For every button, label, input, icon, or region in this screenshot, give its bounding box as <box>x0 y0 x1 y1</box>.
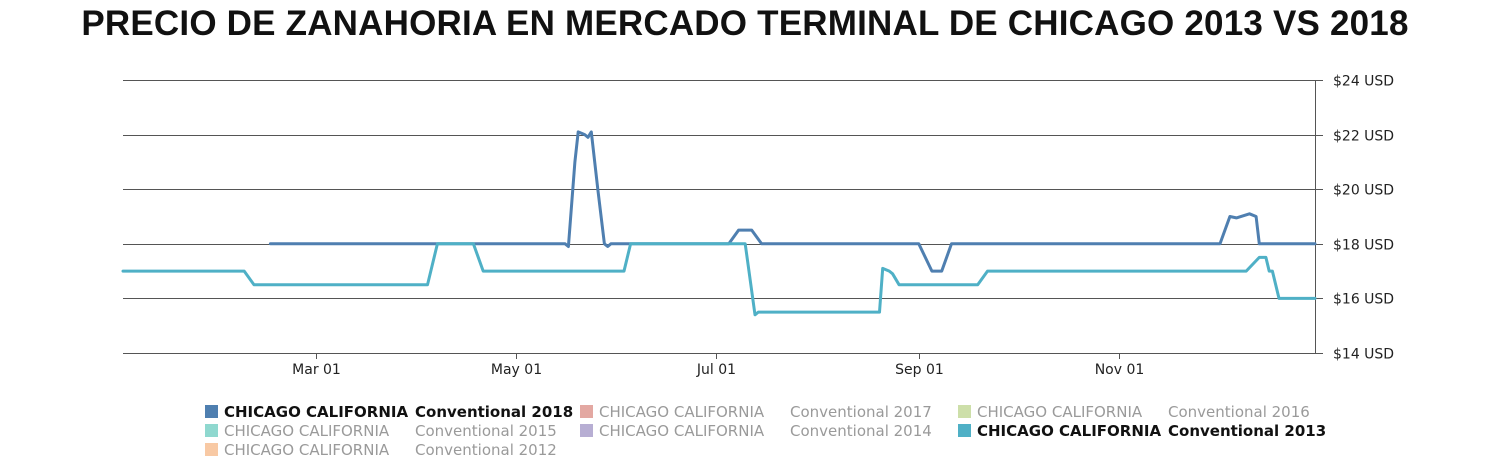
series-line-2013 <box>121 242 1317 317</box>
y-axis: $24 USD $22 USD $20 USD $18 USD $16 USD $14 U… <box>1315 74 1394 363</box>
y-tick-label: $22 USD <box>1333 129 1394 145</box>
legend-suffix: Conventional 2017 <box>790 403 932 421</box>
legend-item[interactable]: CHICAGO CALIFORNIA Conventional 2016 <box>958 403 1310 421</box>
legend-item[interactable]: CHICAGO CALIFORNIA Conventional 2014 <box>580 422 932 440</box>
legend-swatch <box>580 424 593 437</box>
legend-item[interactable]: CHICAGO CALIFORNIA Conventional 2018 <box>205 403 573 421</box>
legend-suffix: Conventional 2012 <box>415 441 557 459</box>
legend-suffix: Conventional 2014 <box>790 422 932 440</box>
series-line-2018 <box>268 130 1317 273</box>
x-tick-label: Mar 01 <box>292 362 341 378</box>
legend-item[interactable]: CHICAGO CALIFORNIA Conventional 2013 <box>958 422 1326 440</box>
legend-label: CHICAGO CALIFORNIA <box>224 422 390 440</box>
x-axis: Mar 01 May 01 Jul 01 Sep 01 Nov 01 <box>292 353 1144 378</box>
legend-swatch <box>205 405 218 418</box>
legend-suffix: Conventional 2013 <box>1168 422 1326 440</box>
chart-title: PRECIO DE ZANAHORIA EN MERCADO TERMINAL … <box>81 4 1409 43</box>
series-lines <box>121 130 1317 317</box>
legend-swatch <box>958 405 971 418</box>
y-tick-label: $24 USD <box>1333 74 1394 90</box>
y-tick-label: $16 USD <box>1333 292 1394 308</box>
legend-swatch <box>205 424 218 437</box>
x-tick-label: Sep 01 <box>895 362 944 378</box>
legend-item[interactable]: CHICAGO CALIFORNIA Conventional 2012 <box>205 441 557 459</box>
x-tick-label: Jul 01 <box>696 362 736 378</box>
y-tick-label: $20 USD <box>1333 183 1394 199</box>
y-tick-label: $18 USD <box>1333 238 1394 254</box>
legend-label: CHICAGO CALIFORNIA <box>977 403 1143 421</box>
legend-label: CHICAGO CALIFORNIA <box>224 403 408 421</box>
legend-suffix: Conventional 2018 <box>415 403 573 421</box>
legend-item[interactable]: CHICAGO CALIFORNIA Conventional 2017 <box>580 403 932 421</box>
x-tick-label: Nov 01 <box>1095 362 1145 378</box>
legend-swatch <box>580 405 593 418</box>
legend-swatch <box>205 443 218 456</box>
legend-label: CHICAGO CALIFORNIA <box>599 422 765 440</box>
grid-lines <box>123 80 1315 354</box>
y-tick-label: $14 USD <box>1333 347 1394 363</box>
legend: CHICAGO CALIFORNIA Conventional 2018 CHICA… <box>205 403 1326 459</box>
x-tick-label: May 01 <box>491 362 542 378</box>
legend-label: CHICAGO CALIFORNIA <box>599 403 765 421</box>
legend-suffix: Conventional 2016 <box>1168 403 1310 421</box>
legend-suffix: Conventional 2015 <box>415 422 557 440</box>
legend-item[interactable]: CHICAGO CALIFORNIA Conventional 2015 <box>205 422 557 440</box>
legend-label: CHICAGO CALIFORNIA <box>224 441 390 459</box>
legend-swatch <box>958 424 971 437</box>
legend-label: CHICAGO CALIFORNIA <box>977 422 1161 440</box>
